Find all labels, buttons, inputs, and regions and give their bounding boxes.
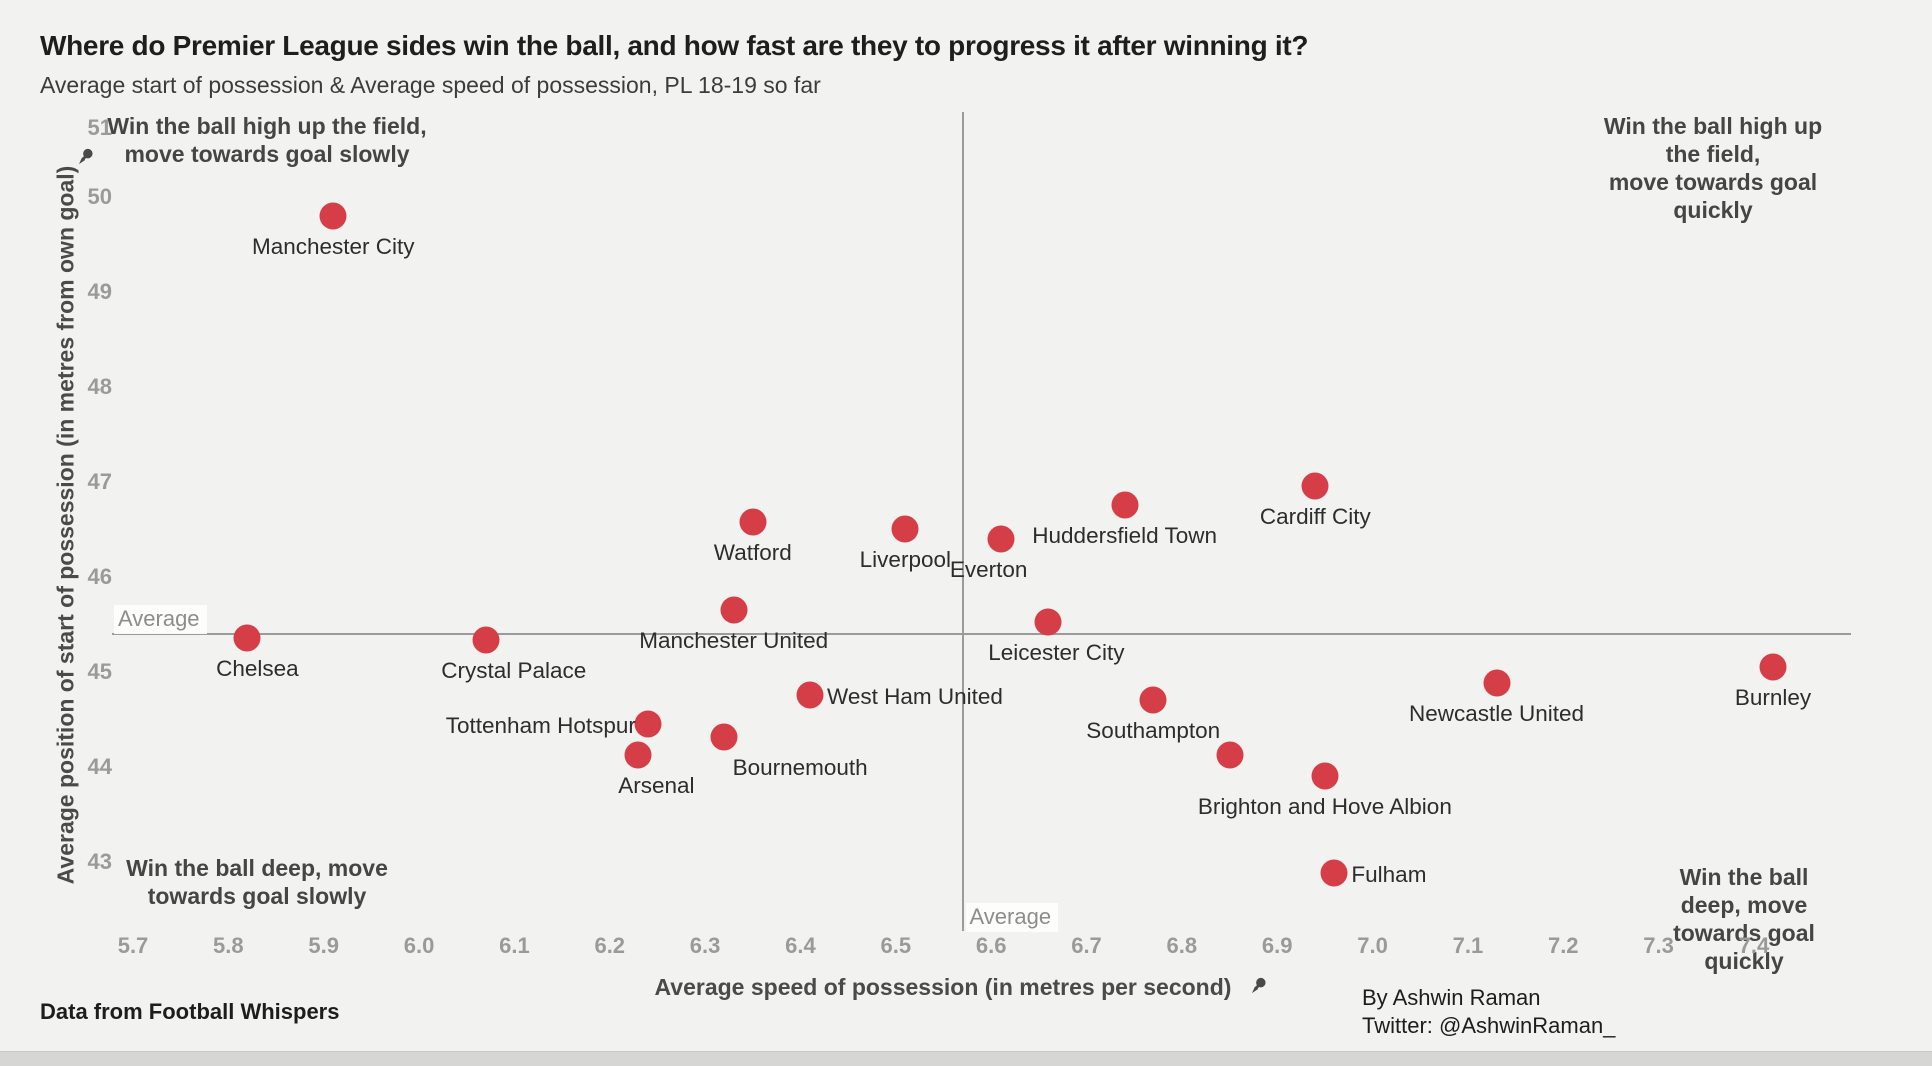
point-label-liverpool: Liverpool	[859, 547, 951, 573]
data-point-everton[interactable]	[987, 525, 1015, 553]
annotation-bottom-right: Win the ball deep, move towards goal qui…	[1673, 864, 1815, 974]
y-tick-51: 51	[87, 115, 112, 140]
data-point-southampton[interactable]	[1139, 686, 1167, 714]
pushpin-icon-x-axis[interactable]	[1247, 975, 1269, 997]
pushpin-icon-y-axis[interactable]	[74, 146, 96, 168]
point-label-tottenham-hotspur: Tottenham Hotspur	[445, 712, 636, 738]
x-tick-6.2: 6.2	[594, 933, 626, 958]
x-tick-5.7: 5.7	[117, 933, 149, 958]
x-tick-7.0: 7.0	[1357, 933, 1388, 958]
point-label-bournemouth: Bournemouth	[732, 755, 868, 781]
average-line-vertical	[961, 112, 964, 931]
data-point-newcastle-united[interactable]	[1483, 669, 1510, 697]
y-axis-title: Average position of start of possession …	[52, 165, 79, 885]
x-tick-6.9: 6.9	[1261, 933, 1293, 958]
data-point-watford[interactable]	[739, 508, 767, 536]
y-tick-49: 49	[87, 278, 112, 304]
data-point-chelsea[interactable]	[233, 624, 261, 652]
annotation-bottom-left: Win the ball deep, move towards goal slo…	[126, 855, 388, 909]
point-label-cardiff-city: Cardiff City	[1259, 504, 1371, 530]
point-label-fulham: Fulham	[1351, 862, 1427, 888]
data-point-crystal-palace[interactable]	[472, 626, 500, 654]
x-tick-6.6: 6.6	[975, 933, 1007, 958]
x-tick-5.8: 5.8	[213, 933, 244, 958]
point-label-everton: Everton	[949, 556, 1028, 582]
x-tick-5.9: 5.9	[308, 933, 339, 958]
page-subtitle: Average start of possession & Average sp…	[40, 72, 821, 98]
data-point-leicester-city[interactable]	[1034, 608, 1062, 636]
data-source-credit: Data from Football Whispers	[40, 999, 340, 1024]
x-tick-6.0: 6.0	[403, 933, 435, 958]
x-axis-title: Average speed of possession (in metres p…	[654, 974, 1232, 1000]
data-point-west-ham-united[interactable]	[796, 681, 824, 709]
point-label-manchester-united: Manchester United	[639, 627, 829, 653]
y-tick-46: 46	[87, 563, 112, 589]
y-tick-50: 50	[87, 183, 112, 209]
x-tick-7.1: 7.1	[1452, 933, 1484, 958]
window-bottom-edge	[0, 1051, 1932, 1066]
point-label-crystal-palace: Crystal Palace	[441, 658, 587, 684]
point-label-southampton: Southampton	[1086, 718, 1221, 744]
point-label-arsenal: Arsenal	[618, 773, 695, 799]
data-point-huddersfield-town[interactable]	[1111, 491, 1139, 519]
data-point-manchester-city[interactable]	[319, 202, 347, 230]
point-label-huddersfield-town: Huddersfield Town	[1032, 523, 1217, 549]
x-tick-7.4: 7.4	[1738, 933, 1770, 958]
y-tick-43: 43	[87, 848, 112, 874]
x-tick-6.1: 6.1	[499, 933, 530, 958]
data-point-unlabeled[interactable]	[1216, 741, 1244, 769]
x-tick-7.3: 7.3	[1643, 933, 1674, 958]
point-label-manchester-city: Manchester City	[251, 233, 415, 259]
point-label-brighton-and-hove-albion: Brighton and Hove Albion	[1197, 794, 1452, 820]
annotation-top-left: Win the ball high up the field, move tow…	[107, 113, 427, 167]
x-tick-6.8: 6.8	[1166, 933, 1198, 958]
annotation-top-right: Win the ball high up the field, move tow…	[1603, 113, 1823, 223]
point-label-leicester-city: Leicester City	[988, 640, 1125, 666]
x-tick-7.2: 7.2	[1547, 933, 1579, 958]
y-tick-45: 45	[87, 658, 112, 684]
x-tick-6.4: 6.4	[785, 933, 816, 958]
x-tick-6.5: 6.5	[880, 933, 912, 958]
data-point-arsenal[interactable]	[624, 741, 652, 769]
data-point-liverpool[interactable]	[891, 515, 919, 543]
data-point-manchester-united[interactable]	[720, 596, 748, 624]
data-point-fulham[interactable]	[1320, 859, 1348, 887]
author-credit: By Ashwin Raman	[1362, 985, 1541, 1010]
page-title: Where do Premier League sides win the ba…	[40, 30, 1309, 61]
average-label-horizontal: Average	[114, 604, 207, 634]
x-tick-6.3: 6.3	[689, 933, 721, 958]
average-label-vertical: Average	[965, 903, 1059, 932]
point-label-newcastle-united: Newcastle United	[1408, 701, 1585, 727]
y-tick-47: 47	[87, 468, 112, 494]
twitter-credit: Twitter: @AshwinRaman_	[1362, 1013, 1616, 1038]
x-tick-6.7: 6.7	[1071, 933, 1102, 958]
y-tick-44: 44	[87, 753, 112, 779]
point-label-west-ham-united: West Ham United	[826, 684, 1003, 710]
point-label-chelsea: Chelsea	[216, 656, 299, 682]
data-point-brighton-and-hove-albion[interactable]	[1311, 762, 1339, 790]
data-point-tottenham-hotspur[interactable]	[634, 710, 662, 738]
point-label-burnley: Burnley	[1734, 684, 1812, 710]
data-point-burnley[interactable]	[1759, 653, 1787, 681]
point-label-watford: Watford	[713, 539, 792, 565]
data-point-bournemouth[interactable]	[710, 723, 738, 751]
data-point-cardiff-city[interactable]	[1301, 472, 1329, 500]
y-tick-48: 48	[87, 373, 112, 399]
average-line-horizontal	[112, 632, 1851, 635]
